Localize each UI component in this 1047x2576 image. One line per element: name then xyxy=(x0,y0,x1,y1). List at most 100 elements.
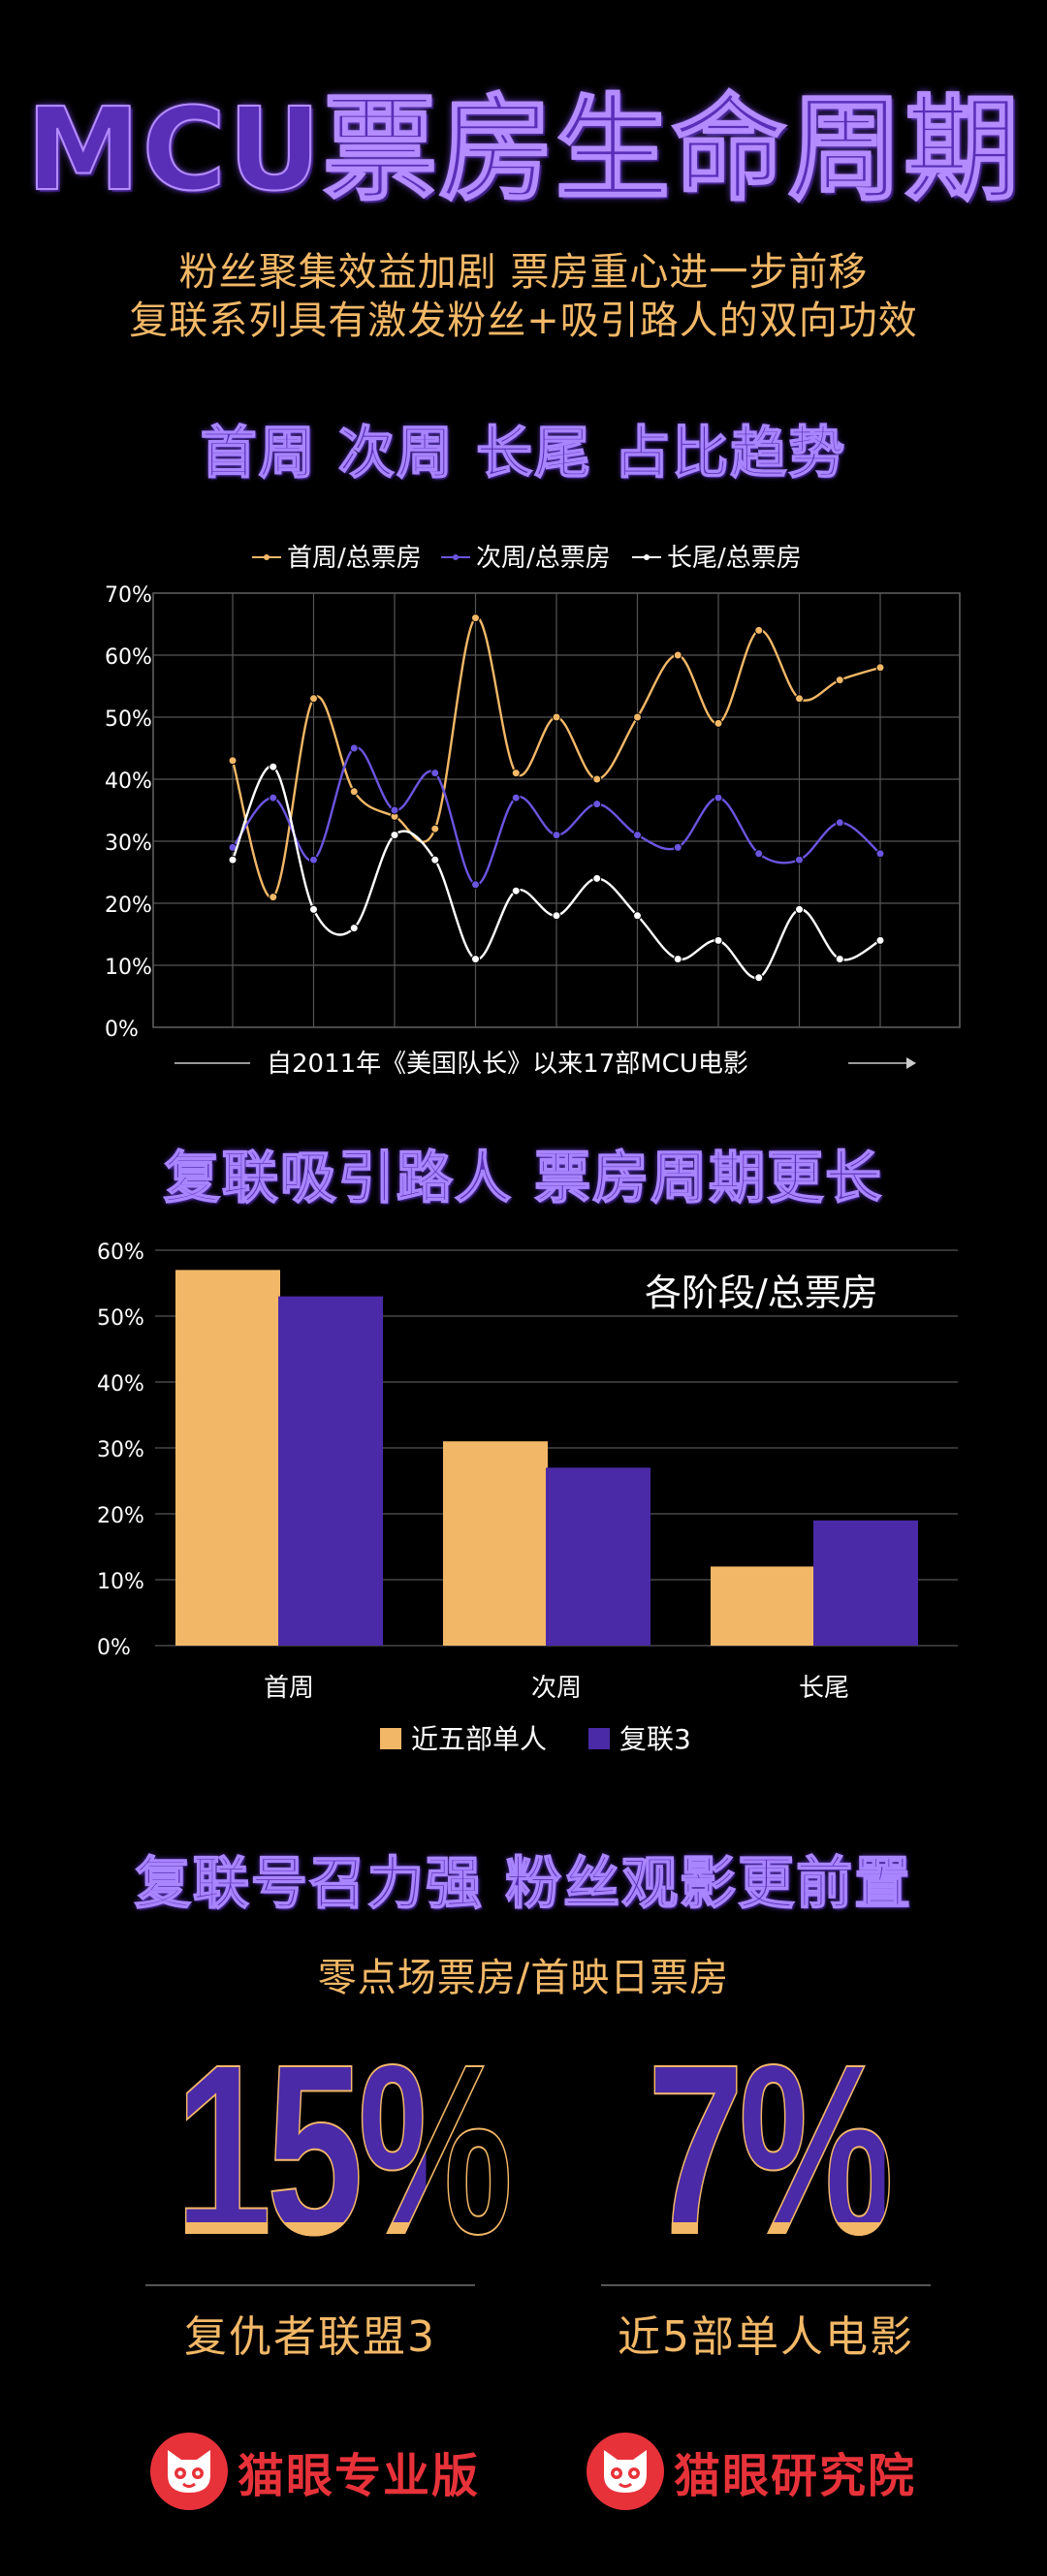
bar xyxy=(278,1296,383,1646)
bar xyxy=(175,1270,280,1646)
data-point xyxy=(795,694,804,704)
y-tick-label: 60% xyxy=(97,1241,144,1265)
data-point xyxy=(430,824,440,833)
legend-label: 次周/总票房 xyxy=(476,544,611,573)
data-point xyxy=(430,855,440,864)
arrow-right-icon xyxy=(906,1057,916,1069)
bar xyxy=(546,1467,650,1646)
data-point xyxy=(552,712,561,722)
y-tick-label: 70% xyxy=(105,583,152,608)
data-point xyxy=(592,873,602,883)
data-point xyxy=(228,855,238,864)
data-point xyxy=(673,955,682,964)
x-tick-label: 长尾 xyxy=(799,1674,849,1703)
cat-icon xyxy=(150,2433,228,2510)
data-point xyxy=(511,886,521,895)
stat-name-solo: 近5部单人电影 xyxy=(618,2312,914,2362)
y-tick-label: 30% xyxy=(105,832,152,856)
data-point xyxy=(552,911,561,921)
legend-swatch-dot xyxy=(453,554,459,560)
data-point xyxy=(471,955,480,964)
legend-item: 次周/总票房 xyxy=(441,544,611,573)
legend-label: 长尾/总票房 xyxy=(667,544,802,573)
data-point xyxy=(673,842,682,852)
logo-text-research: 猫眼研究院 xyxy=(674,2449,917,2503)
section-title-bars: 复联吸引路人 票房周期更长 xyxy=(163,1144,884,1211)
data-point xyxy=(795,904,804,914)
y-tick-label: 50% xyxy=(105,707,152,732)
y-tick-label: 40% xyxy=(105,770,152,794)
data-point xyxy=(511,793,521,802)
x-axis-label: 自2011年《美国队长》以来17部MCU电影 xyxy=(267,1050,748,1079)
data-point xyxy=(835,818,844,828)
data-point xyxy=(269,793,278,802)
data-point xyxy=(430,769,440,778)
data-point xyxy=(754,849,764,859)
legend-label: 首周/总票房 xyxy=(287,544,422,573)
data-point xyxy=(875,663,885,673)
stat-divider-2 xyxy=(601,2284,931,2286)
legend-label: 复联3 xyxy=(619,1723,691,1755)
y-tick-label: 60% xyxy=(105,645,152,670)
y-tick-label: 20% xyxy=(105,894,152,918)
stat-caption: 零点场票房/首映日票房 xyxy=(317,1956,730,2000)
data-point xyxy=(471,880,480,890)
data-point xyxy=(592,800,602,809)
data-point xyxy=(875,935,885,945)
data-point xyxy=(714,718,723,728)
x-tick-label: 次周 xyxy=(531,1674,582,1703)
y-tick-label: 0% xyxy=(97,1636,131,1660)
line-chart: 首周/总票房 次周/总票房 长尾/总票房 0% 10% 20% 30% 40% 50% 60% 70… xyxy=(105,544,961,1079)
legend-swatch-dot xyxy=(264,554,270,560)
data-point xyxy=(714,935,723,945)
data-point xyxy=(875,849,885,859)
data-point xyxy=(228,756,238,766)
data-point xyxy=(714,793,723,802)
legend-item: 首周/总票房 xyxy=(252,544,422,573)
data-point xyxy=(309,694,318,704)
legend-label: 近五部单人 xyxy=(411,1723,547,1755)
data-point xyxy=(835,675,844,685)
logo-text-pro: 猫眼专业版 xyxy=(238,2449,481,2503)
section-title-fans: 复联号召力强 粉丝观影更前置 xyxy=(134,1849,913,1917)
data-point xyxy=(390,805,399,815)
subtitle-line-1: 粉丝聚集效益加剧 票房重心进一步前移 xyxy=(178,250,869,295)
data-point xyxy=(592,774,602,784)
data-point xyxy=(633,911,642,921)
data-point xyxy=(309,855,318,864)
legend-swatch xyxy=(588,1728,610,1749)
stat-value-solo: 7% xyxy=(647,2014,895,2284)
subtitle-line-2: 复联系列具有激发粉丝+吸引路人的双向功效 xyxy=(129,298,918,343)
y-tick-label: 10% xyxy=(97,1570,144,1594)
y-tick-label: 10% xyxy=(105,956,152,980)
data-point xyxy=(633,831,642,840)
data-point xyxy=(349,743,359,753)
bar xyxy=(443,1441,548,1646)
bar xyxy=(813,1520,918,1646)
x-tick-label: 首周 xyxy=(264,1674,314,1703)
data-point xyxy=(349,924,359,933)
stat-divider-1 xyxy=(145,2284,475,2286)
legend-swatch-dot xyxy=(644,554,650,560)
stat-name-avengers: 复仇者联盟3 xyxy=(184,2312,436,2362)
page-title: MCU票房生命周期 xyxy=(25,81,1021,217)
data-point xyxy=(835,955,844,964)
data-point xyxy=(269,893,278,902)
data-point xyxy=(795,855,804,864)
y-tick-label: 20% xyxy=(97,1504,144,1528)
chart-title: 各阶段/总票房 xyxy=(645,1272,878,1314)
data-point xyxy=(633,712,642,722)
legend-swatch xyxy=(380,1728,401,1749)
stat-value-avengers: 15% xyxy=(174,2014,514,2284)
y-tick-label: 0% xyxy=(105,1018,139,1042)
legend-item: 长尾/总票房 xyxy=(632,544,802,573)
data-point xyxy=(269,762,278,771)
y-tick-label: 50% xyxy=(97,1306,144,1331)
data-point xyxy=(673,650,682,660)
section-title-trend: 首周 次周 长尾 占比趋势 xyxy=(200,419,847,487)
y-tick-label: 30% xyxy=(97,1438,144,1462)
data-point xyxy=(349,787,359,797)
y-tick-label: 40% xyxy=(97,1372,144,1397)
cat-icon xyxy=(587,2433,664,2510)
